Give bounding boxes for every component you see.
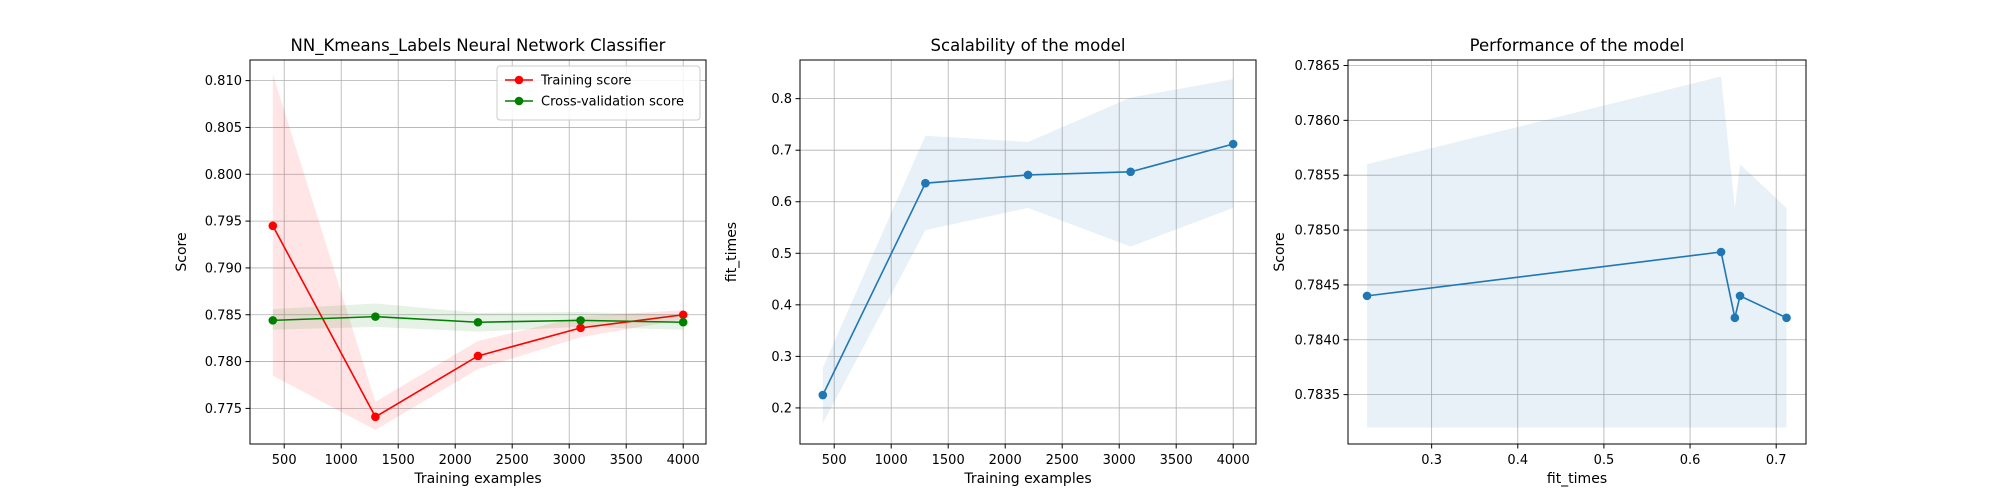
x-axis-label: fit_times [1547, 471, 1607, 487]
y-tick-label: 0.3 [771, 350, 792, 365]
x-tick-label: 1500 [382, 453, 415, 468]
x-tick-label: 500 [822, 453, 847, 468]
y-axis-label: Score [1272, 232, 1288, 271]
y-tick-label: 0.6 [771, 195, 792, 210]
data-point [473, 317, 483, 327]
x-tick-label: 1000 [875, 453, 908, 468]
x-tick-label: 3500 [1160, 453, 1193, 468]
x-tick-label: 2500 [496, 453, 529, 468]
x-axis-label: Training examples [963, 471, 1091, 487]
confidence-band [1367, 76, 1787, 428]
x-tick-label: 4000 [667, 453, 700, 468]
axes-frame [249, 59, 707, 445]
x-tick-label: 3000 [553, 453, 586, 468]
data-point [1023, 170, 1033, 180]
x-tick-label: 0.4 [1507, 453, 1528, 468]
y-tick-label: 0.7835 [1295, 388, 1341, 403]
data-point [921, 178, 930, 188]
y-axis-label: fit_times [724, 222, 740, 282]
y-tick-label: 0.7840 [1295, 333, 1341, 348]
chart-panel-3: 0.3 0.4 0.5 0.6 0.7 0.7835 0.7840 0.7845 0.7850 0… [1272, 36, 1807, 487]
x-tick-label: 0.7 [1766, 453, 1787, 468]
data-point [576, 323, 585, 333]
y-tick-label: 0.7 [771, 144, 792, 159]
data-point [268, 316, 278, 325]
y-tick-label: 0.785 [205, 308, 242, 323]
data-point [268, 221, 278, 231]
data-point [1362, 291, 1372, 301]
x-tick-label: 1000 [325, 453, 358, 468]
chart-panel-1: 500 1000 1500 2000 2500 3000 3500 4000 0.775 0.78… [174, 36, 707, 487]
x-tick-label: 0.5 [1594, 453, 1615, 468]
y-tick-label: 0.5 [771, 247, 792, 262]
data-point [1716, 247, 1726, 257]
data-point [1735, 291, 1745, 301]
legend: Training score Cross-validation score [496, 65, 701, 121]
x-tick-label: 2500 [1046, 453, 1079, 468]
y-tick-label: 0.810 [205, 74, 242, 89]
data-point [473, 351, 483, 361]
data-point [1782, 313, 1791, 323]
x-tick-label: 3000 [1103, 453, 1136, 468]
x-tick-label: 0.6 [1680, 453, 1701, 468]
chart-title: Scalability of the model [931, 36, 1126, 55]
axes-frame [1347, 59, 1807, 445]
x-axis-label: Training examples [413, 471, 541, 487]
y-tick-label: 0.7860 [1295, 114, 1341, 129]
x-tick-label: 500 [272, 453, 297, 468]
y-tick-label: 0.4 [771, 298, 792, 313]
y-tick-label: 0.795 [205, 215, 242, 230]
confidence-band [822, 79, 1234, 424]
y-tick-label: 0.8 [771, 92, 792, 107]
x-tick-label: 4000 [1217, 453, 1250, 468]
data-point [1228, 139, 1238, 149]
y-tick-label: 0.805 [205, 121, 242, 136]
data-point [818, 390, 828, 400]
chart-panel-2: 500 1000 1500 2000 2500 3000 3500 4000 0.2 0.3 0.4… [724, 36, 1257, 487]
x-tick-label: 0.3 [1421, 453, 1442, 468]
x-tick-label: 2000 [989, 453, 1022, 468]
data-point [576, 316, 585, 325]
y-tick-label: 0.7865 [1295, 59, 1341, 74]
y-tick-label: 0.7845 [1295, 278, 1341, 293]
y-tick-label: 0.2 [771, 401, 792, 416]
y-tick-label: 0.7855 [1295, 169, 1341, 184]
chart-title: NN_Kmeans_Labels Neural Network Classifi… [291, 36, 666, 56]
data-point [1126, 167, 1135, 177]
y-axis-label: Score [174, 232, 190, 271]
legend-label: Training score [540, 74, 631, 89]
y-tick-label: 0.775 [205, 402, 242, 417]
axes-frame [799, 59, 1257, 445]
y-tick-label: 0.780 [205, 355, 242, 370]
legend-box [496, 65, 701, 121]
data-point [371, 412, 380, 422]
x-tick-label: 1500 [932, 453, 965, 468]
y-tick-label: 0.7850 [1295, 224, 1341, 239]
x-tick-label: 3500 [610, 453, 643, 468]
legend-marker [514, 75, 524, 85]
data-point [678, 310, 688, 320]
y-tick-label: 0.800 [205, 168, 242, 183]
y-tick-label: 0.790 [205, 261, 242, 276]
data-point [371, 312, 380, 321]
legend-label: Cross-validation score [541, 95, 684, 110]
data-point [1730, 313, 1740, 323]
x-tick-label: 2000 [439, 453, 472, 468]
data-point [678, 317, 688, 327]
chart-title: Performance of the model [1470, 36, 1685, 55]
legend-marker [514, 96, 524, 106]
